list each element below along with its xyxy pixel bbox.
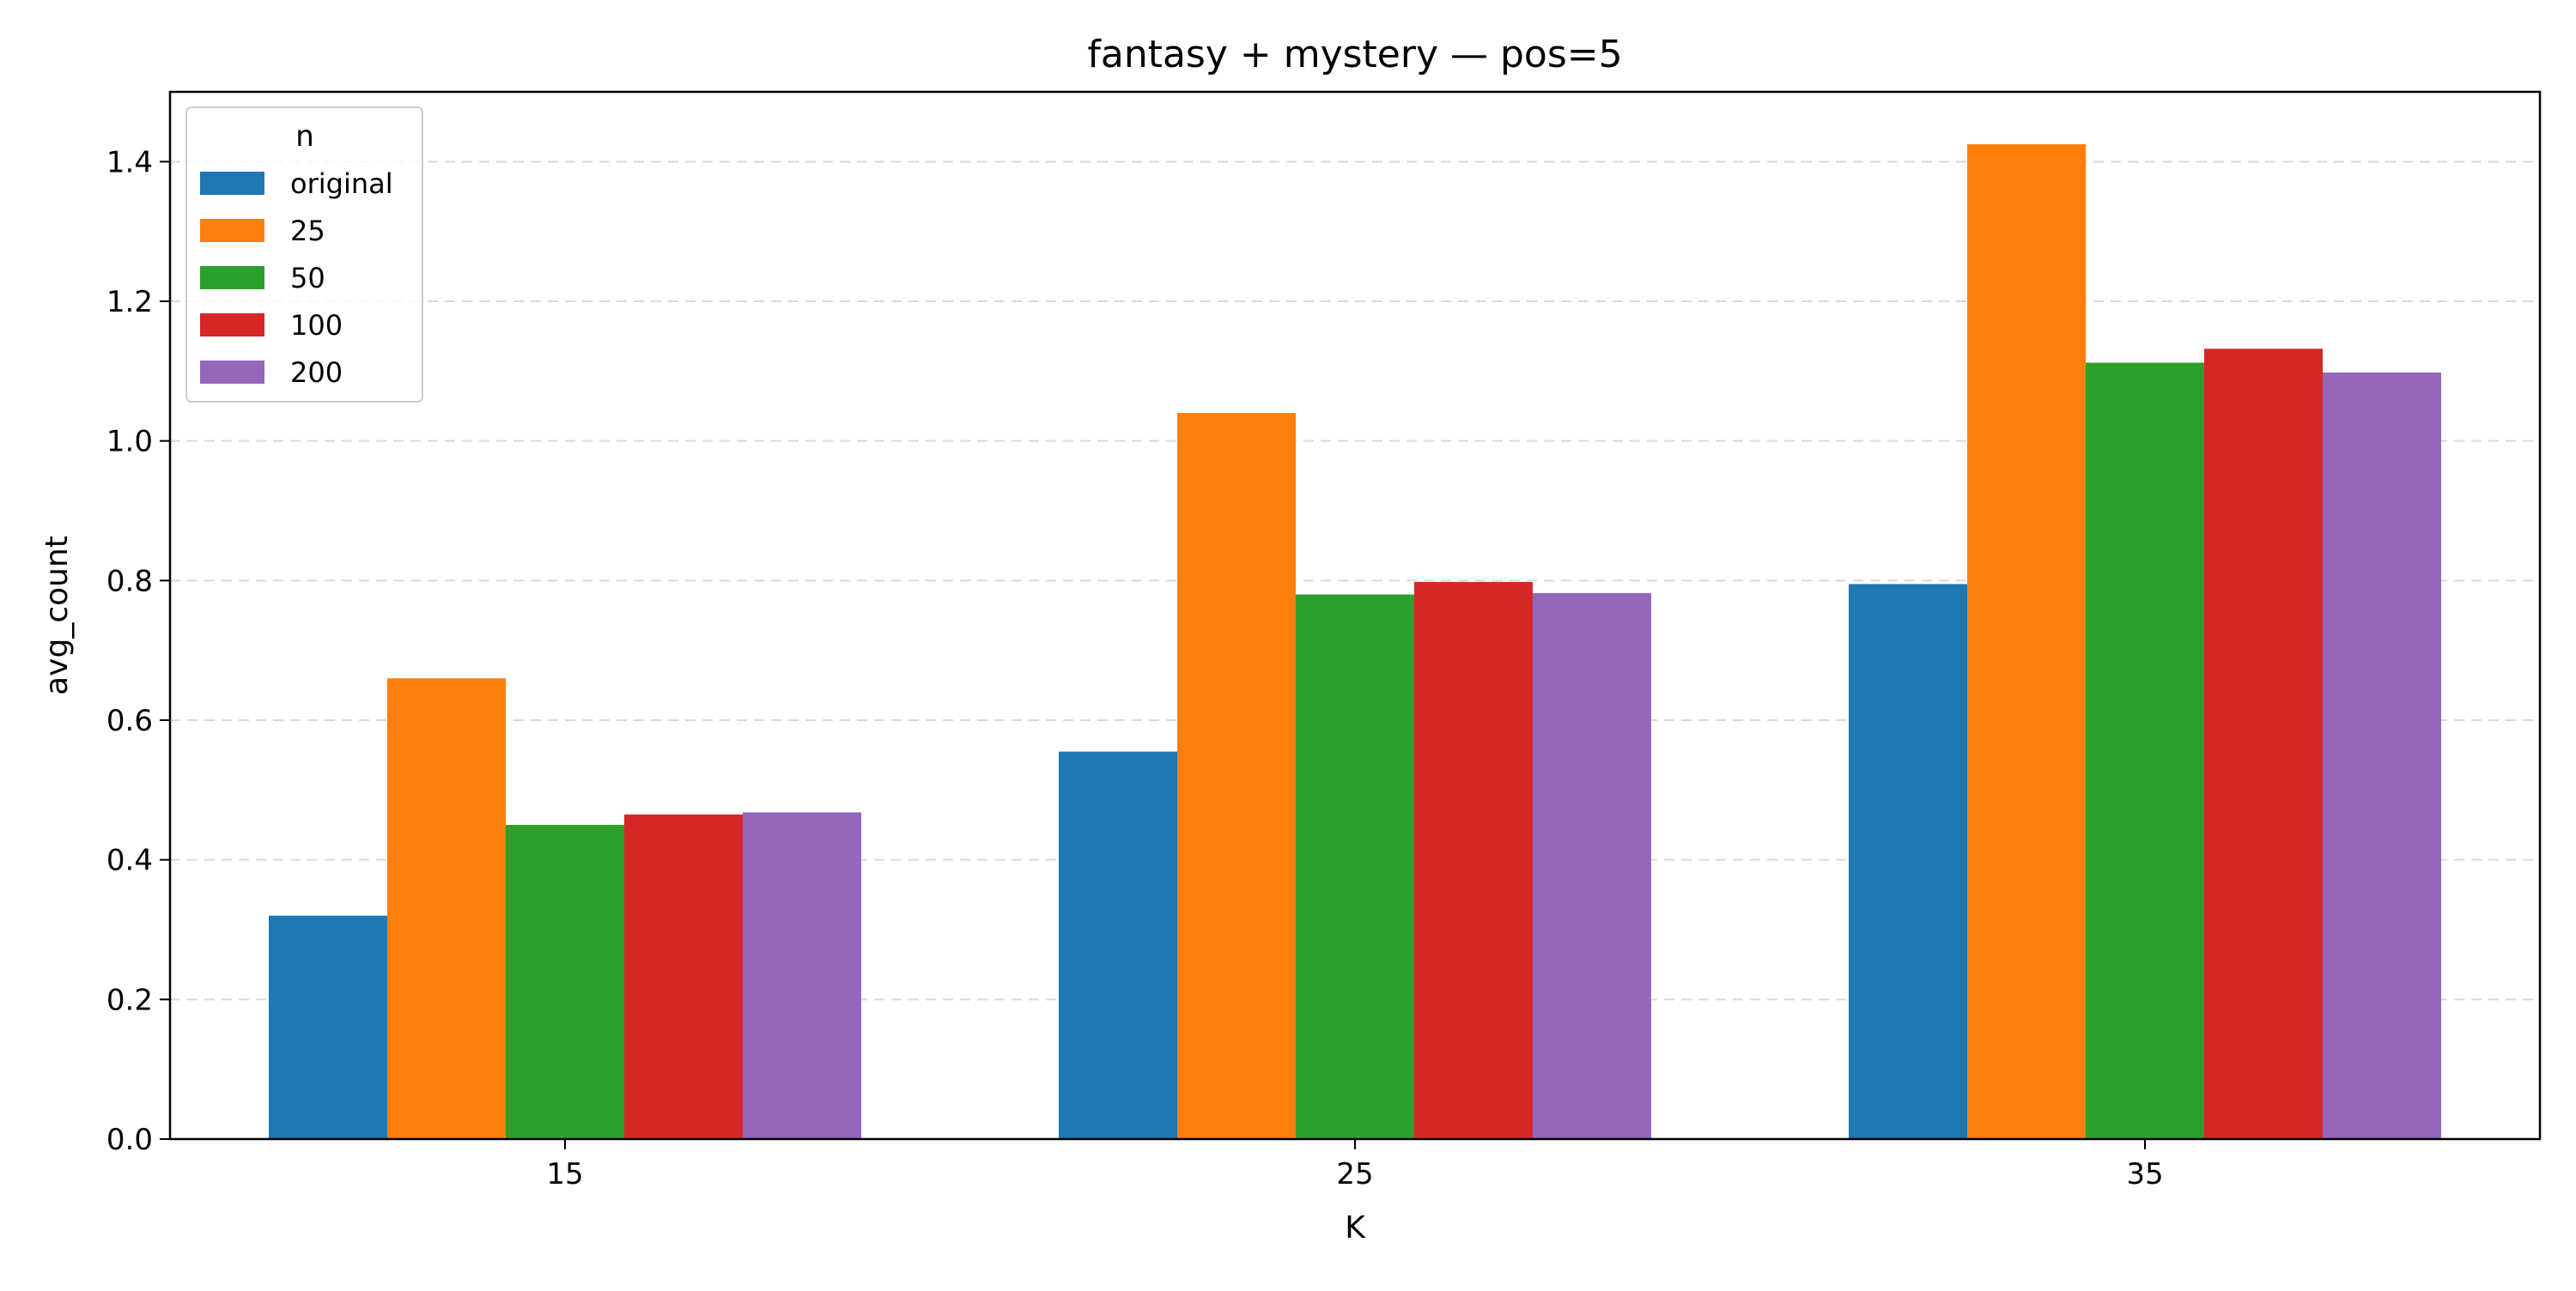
legend-swatch-original <box>200 172 264 195</box>
y-tick-label: 1.4 <box>106 145 153 179</box>
chart-title: fantasy + mystery — pos=5 <box>1087 33 1622 76</box>
x-axis-label: K <box>1345 1210 1366 1246</box>
bar-100-15 <box>624 814 743 1139</box>
y-tick-label: 0.0 <box>106 1123 153 1157</box>
bar-50-35 <box>2086 362 2204 1139</box>
bar-25-15 <box>387 678 506 1139</box>
bar-100-25 <box>1414 581 1533 1139</box>
y-tick-label: 1.0 <box>106 425 153 459</box>
bar-50-25 <box>1296 594 1414 1139</box>
legend: n original 25 50 100 200 <box>185 106 423 403</box>
y-axis: 0.0 0.2 0.4 0.6 0.8 1.0 1.2 1.4 <box>106 145 170 1157</box>
bar-original-35 <box>1849 584 1967 1139</box>
bar-200-25 <box>1533 592 1651 1139</box>
x-tick-label: 25 <box>1336 1157 1373 1191</box>
bar-200-35 <box>2323 372 2441 1140</box>
x-axis: 15 25 35 <box>546 1139 2164 1191</box>
legend-label-100: 100 <box>290 309 343 342</box>
y-tick-label: 0.8 <box>106 564 153 598</box>
bar-original-15 <box>269 915 387 1139</box>
legend-swatch-100 <box>200 313 264 336</box>
legend-label-50: 50 <box>290 262 325 294</box>
bar-50-15 <box>506 825 624 1139</box>
y-tick-label: 0.2 <box>106 983 153 1017</box>
legend-swatch-200 <box>200 361 264 384</box>
bar-100-35 <box>2204 349 2323 1140</box>
legend-label-original: original <box>290 167 393 200</box>
y-tick-label: 0.4 <box>106 844 153 878</box>
legend-title: n <box>295 119 314 154</box>
x-tick-label: 35 <box>2126 1157 2163 1191</box>
bar-25-25 <box>1177 413 1296 1140</box>
legend-label-25: 25 <box>290 215 325 247</box>
y-axis-label: avg_count <box>39 536 75 695</box>
y-tick-label: 0.6 <box>106 704 153 738</box>
y-tick-label: 1.2 <box>106 285 153 319</box>
bar-200-15 <box>743 812 861 1139</box>
x-tick-label: 15 <box>546 1157 583 1191</box>
bars <box>269 144 2441 1140</box>
bar-original-25 <box>1059 751 1177 1139</box>
legend-swatch-50 <box>200 266 264 289</box>
legend-label-200: 200 <box>290 356 343 389</box>
legend-swatch-25 <box>200 219 264 242</box>
bar-25-35 <box>1967 144 2086 1139</box>
